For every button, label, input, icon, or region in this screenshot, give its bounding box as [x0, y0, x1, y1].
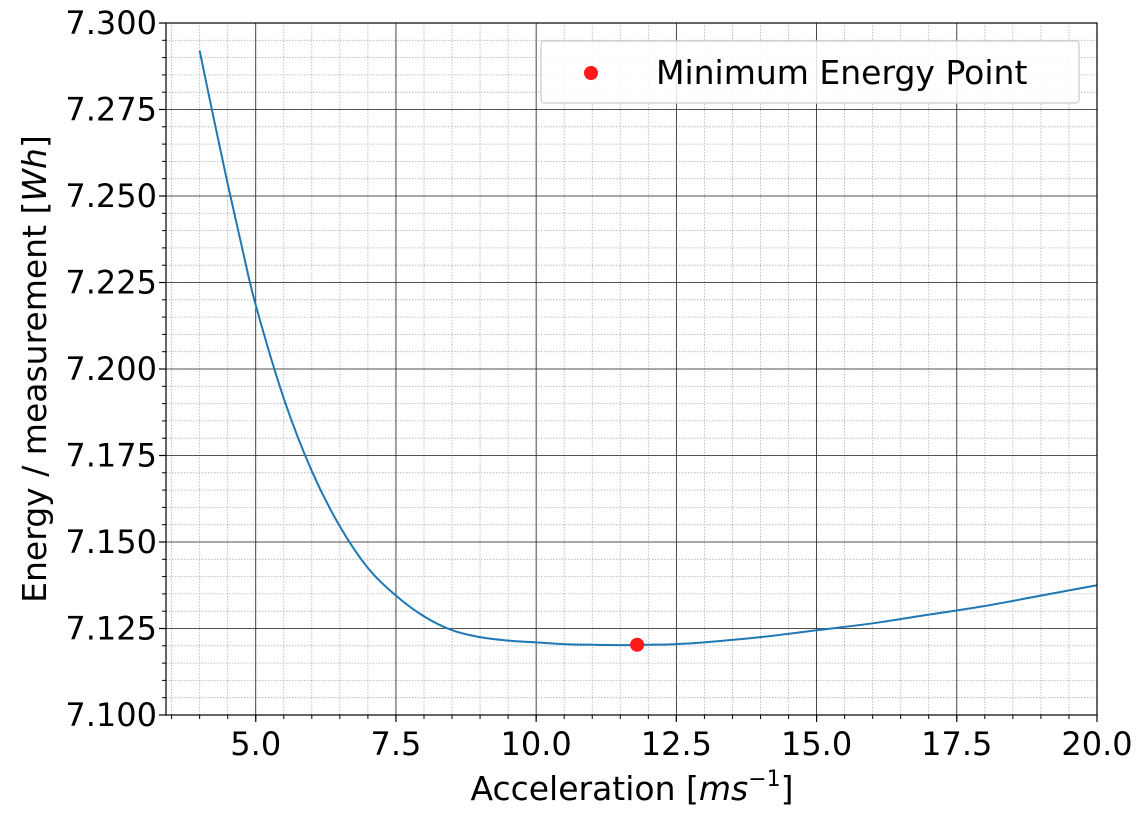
x-tick-label: 12.5 — [641, 725, 712, 763]
x-tick-label: 20.0 — [1061, 725, 1132, 763]
y-tick-label: 7.275 — [65, 91, 157, 129]
minimum-energy-point — [630, 637, 645, 652]
x-tick-label: 7.5 — [371, 725, 422, 763]
y-tick-label: 7.100 — [65, 696, 157, 734]
points-layer — [630, 637, 645, 652]
series-layer — [198, 50, 1098, 647]
tick-marks — [159, 22, 1098, 722]
legend-label: Minimum Energy Point — [656, 53, 1027, 92]
y-tick-labels: 7.100 7.125 7.150 7.175 7.200 7.225 7.250 7.275… — [65, 4, 157, 734]
y-tick-label: 7.175 — [65, 437, 157, 475]
y-tick-label: 7.125 — [65, 610, 157, 648]
x-tick-label: 17.5 — [921, 725, 992, 763]
major-grid — [166, 22, 1098, 716]
x-tick-labels: 5.0 7.5 10.0 12.5 15.0 17.5 20.0 — [230, 725, 1132, 763]
y-tick-label: 7.250 — [65, 177, 157, 215]
legend-box — [540, 40, 1080, 104]
y-tick-label: 7.200 — [65, 350, 157, 388]
y-axis-title: Energy / measurement [Wh] — [15, 135, 54, 603]
legend: Minimum Energy Point — [540, 40, 1080, 104]
x-tick-label: 10.0 — [501, 725, 572, 763]
y-tick-label: 7.150 — [65, 523, 157, 561]
x-axis-title: Acceleration [ms−1] — [470, 767, 793, 808]
y-tick-label: 7.225 — [65, 264, 157, 302]
legend-marker — [584, 66, 598, 80]
x-tick-label: 15.0 — [781, 725, 852, 763]
series-line — [198, 50, 1098, 647]
y-tick-label: 7.300 — [65, 4, 157, 42]
x-tick-label: 5.0 — [230, 725, 281, 763]
